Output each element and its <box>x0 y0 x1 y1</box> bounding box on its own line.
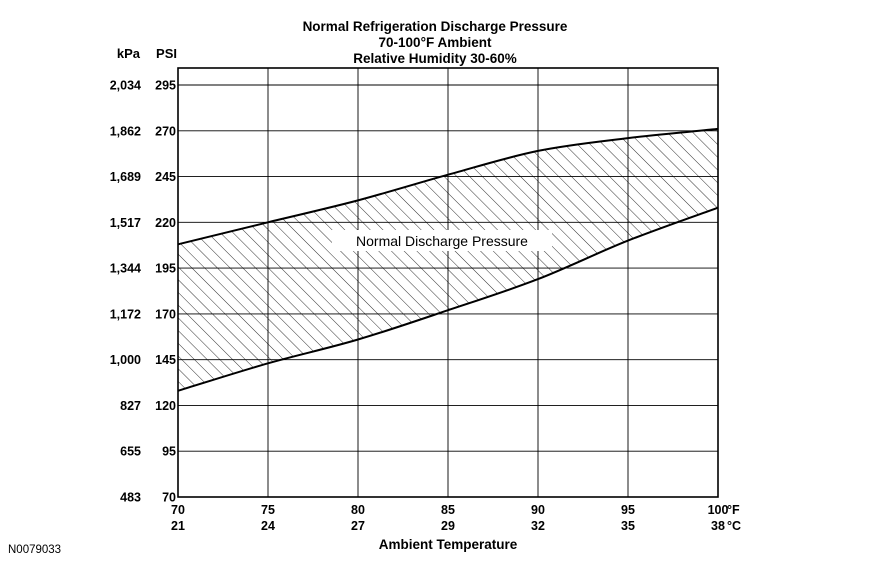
x-tick-celsius: 29 <box>441 519 455 533</box>
x-tick-fahrenheit: 80 <box>351 503 365 517</box>
y-tick-kpa: 1,689 <box>110 170 141 184</box>
y-tick-psi: 270 <box>155 124 176 138</box>
x-tick-fahrenheit: 90 <box>531 503 545 517</box>
y-axis-unit-kpa: kPa <box>117 46 141 61</box>
x-tick-celsius: 24 <box>261 519 275 533</box>
x-tick-celsius: 35 <box>621 519 635 533</box>
y-tick-kpa: 827 <box>120 399 141 413</box>
y-tick-psi: 95 <box>162 445 176 459</box>
chart-title-block: Normal Refrigeration Discharge Pressure … <box>0 19 870 67</box>
y-tick-kpa: 2,034 <box>110 79 141 93</box>
y-tick-psi: 120 <box>155 399 176 413</box>
x-tick-fahrenheit: 75 <box>261 503 275 517</box>
y-tick-kpa: 1,517 <box>110 216 141 230</box>
chart-title: Normal Refrigeration Discharge Pressure <box>302 19 568 34</box>
x-axis-unit-celsius: °C <box>727 519 741 533</box>
x-tick-celsius: 27 <box>351 519 365 533</box>
y-tick-psi: 295 <box>155 79 176 93</box>
y-tick-kpa: 483 <box>120 491 141 505</box>
x-tick-fahrenheit: 85 <box>441 503 455 517</box>
y-tick-psi: 70 <box>162 491 176 505</box>
x-axis-unit-fahrenheit: °F <box>727 503 740 517</box>
lower-limit-curve <box>177 206 719 392</box>
y-tick-kpa: 1,344 <box>110 262 141 276</box>
y-tick-psi: 245 <box>155 170 176 184</box>
upper-limit-curve <box>177 127 719 246</box>
y-tick-kpa: 655 <box>120 445 141 459</box>
y-axis-unit-psi: PSI <box>156 46 177 61</box>
y-tick-kpa: 1,000 <box>110 353 141 367</box>
y-tick-psi: 195 <box>155 262 176 276</box>
x-tick-fahrenheit: 100 <box>708 503 729 517</box>
y-tick-psi: 145 <box>155 353 176 367</box>
figure-id-label: N0079033 <box>8 544 62 556</box>
x-tick-fahrenheit: 95 <box>621 503 635 517</box>
band-label-background <box>332 230 552 251</box>
x-tick-fahrenheit: 70 <box>171 503 185 517</box>
y-tick-kpa: 1,172 <box>110 307 141 321</box>
y-tick-kpa: 1,862 <box>110 124 141 138</box>
y-tick-psi: 220 <box>155 216 176 230</box>
band-label: Normal Discharge Pressure <box>356 233 528 249</box>
plot-border <box>177 67 719 498</box>
normal-pressure-band <box>178 128 718 391</box>
x-tick-celsius: 21 <box>171 519 185 533</box>
x-axis-title: Ambient Temperature <box>378 537 518 552</box>
chart-subtitle-humidity: Relative Humidity 30-60% <box>353 51 517 66</box>
y-tick-psi: 170 <box>155 307 176 321</box>
x-tick-celsius: 38 <box>711 519 725 533</box>
chart-subtitle-ambient-range: 70-100°F Ambient <box>378 35 492 50</box>
x-tick-celsius: 32 <box>531 519 545 533</box>
